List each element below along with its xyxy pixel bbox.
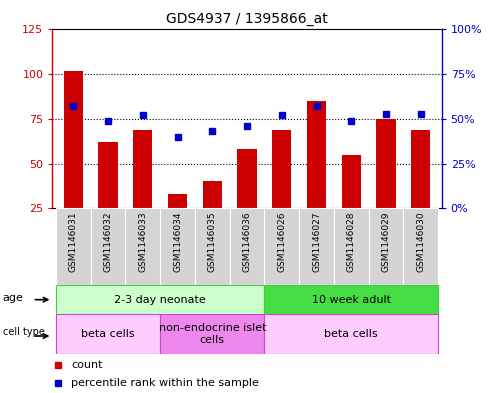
Text: GSM1146033: GSM1146033 xyxy=(138,211,147,272)
Bar xyxy=(264,314,438,354)
Text: non-endocrine islet
cells: non-endocrine islet cells xyxy=(159,323,266,345)
Bar xyxy=(307,101,326,253)
Title: GDS4937 / 1395866_at: GDS4937 / 1395866_at xyxy=(166,12,328,26)
Bar xyxy=(56,285,264,314)
Bar xyxy=(264,208,299,285)
Bar xyxy=(98,142,118,253)
Bar xyxy=(168,194,187,253)
Bar xyxy=(342,154,361,253)
Bar xyxy=(334,208,369,285)
Bar xyxy=(272,130,291,253)
Text: GSM1146035: GSM1146035 xyxy=(208,211,217,272)
Text: 2-3 day neonate: 2-3 day neonate xyxy=(114,295,206,305)
Text: percentile rank within the sample: percentile rank within the sample xyxy=(71,378,259,388)
Text: beta cells: beta cells xyxy=(324,329,378,339)
Bar xyxy=(56,208,91,285)
Bar xyxy=(91,208,125,285)
Text: 10 week adult: 10 week adult xyxy=(312,295,391,305)
Bar xyxy=(125,208,160,285)
Text: GSM1146032: GSM1146032 xyxy=(103,211,112,272)
Bar xyxy=(369,208,403,285)
Text: GSM1146027: GSM1146027 xyxy=(312,211,321,272)
Bar xyxy=(160,208,195,285)
Bar xyxy=(299,208,334,285)
Bar xyxy=(203,182,222,253)
Bar xyxy=(56,314,160,354)
Text: beta cells: beta cells xyxy=(81,329,135,339)
Text: GSM1146029: GSM1146029 xyxy=(382,211,391,272)
Bar xyxy=(230,208,264,285)
Text: GSM1146034: GSM1146034 xyxy=(173,211,182,272)
Bar xyxy=(403,208,438,285)
Bar xyxy=(264,285,438,314)
Text: GSM1146028: GSM1146028 xyxy=(347,211,356,272)
Text: count: count xyxy=(71,360,103,370)
Bar xyxy=(64,71,83,253)
Text: GSM1146031: GSM1146031 xyxy=(69,211,78,272)
Bar xyxy=(133,130,152,253)
Text: age: age xyxy=(2,293,23,303)
Bar xyxy=(195,208,230,285)
Bar xyxy=(376,119,396,253)
Bar xyxy=(160,314,264,354)
Text: GSM1146030: GSM1146030 xyxy=(416,211,425,272)
Text: GSM1146036: GSM1146036 xyxy=(243,211,251,272)
Bar xyxy=(238,149,256,253)
Text: cell type: cell type xyxy=(2,327,44,337)
Text: GSM1146026: GSM1146026 xyxy=(277,211,286,272)
Bar xyxy=(411,130,430,253)
